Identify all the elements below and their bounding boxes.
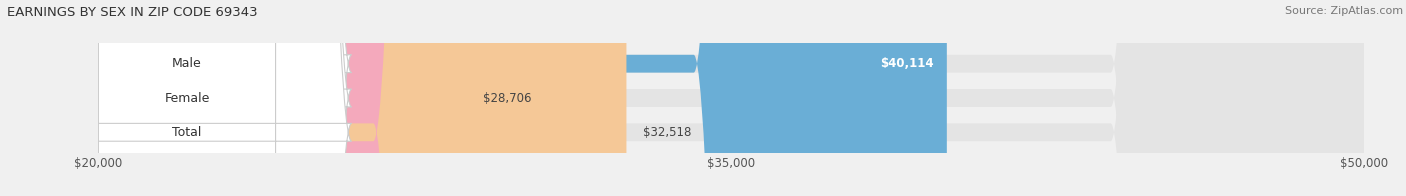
- Text: Total: Total: [173, 126, 201, 139]
- FancyBboxPatch shape: [98, 0, 627, 196]
- Text: EARNINGS BY SEX IN ZIP CODE 69343: EARNINGS BY SEX IN ZIP CODE 69343: [7, 6, 257, 19]
- Text: $40,114: $40,114: [880, 57, 934, 70]
- FancyBboxPatch shape: [22, 0, 351, 196]
- FancyBboxPatch shape: [22, 0, 351, 196]
- Text: $28,706: $28,706: [482, 92, 531, 104]
- Text: Source: ZipAtlas.com: Source: ZipAtlas.com: [1285, 6, 1403, 16]
- Text: Male: Male: [172, 57, 202, 70]
- Text: Female: Female: [165, 92, 209, 104]
- FancyBboxPatch shape: [98, 0, 1364, 196]
- FancyBboxPatch shape: [98, 0, 1364, 196]
- FancyBboxPatch shape: [22, 0, 351, 196]
- FancyBboxPatch shape: [98, 0, 465, 196]
- FancyBboxPatch shape: [98, 0, 946, 196]
- FancyBboxPatch shape: [98, 0, 1364, 196]
- Text: $32,518: $32,518: [644, 126, 692, 139]
